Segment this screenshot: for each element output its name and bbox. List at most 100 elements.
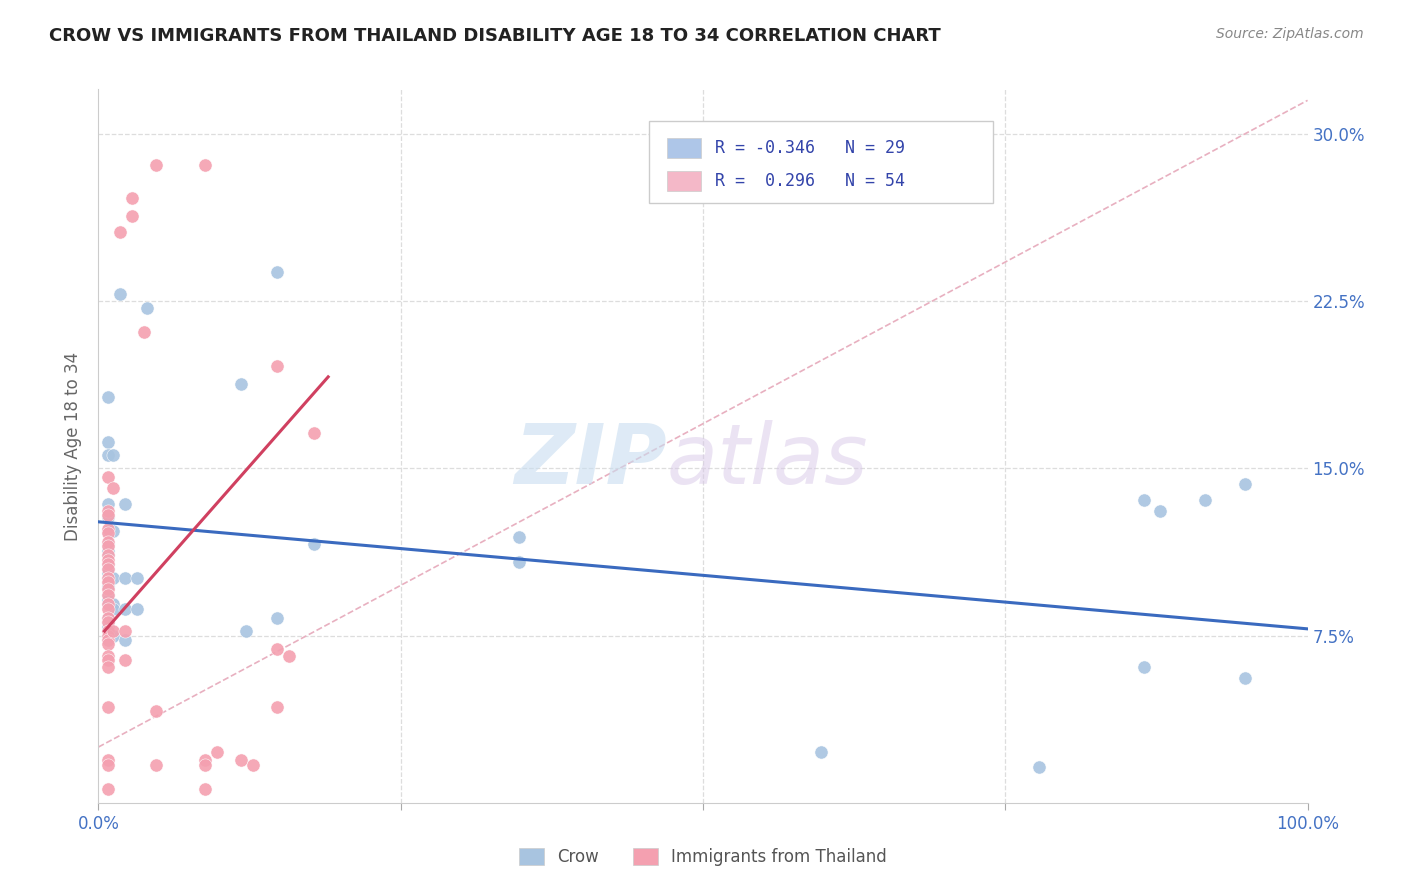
Point — [229, 753, 252, 767]
Text: R = -0.346   N = 29: R = -0.346 N = 29 — [716, 139, 905, 157]
Point — [194, 758, 217, 772]
Point — [145, 758, 167, 772]
Point — [101, 482, 124, 496]
Point — [145, 158, 167, 172]
Point — [97, 434, 120, 449]
Point — [97, 592, 120, 607]
Point — [1233, 476, 1256, 491]
Point — [114, 624, 136, 639]
Point — [97, 470, 120, 484]
Point — [1194, 492, 1216, 507]
Text: R =  0.296   N = 54: R = 0.296 N = 54 — [716, 171, 905, 189]
Point — [97, 633, 120, 648]
Point — [97, 624, 120, 639]
Point — [97, 619, 120, 633]
Point — [114, 653, 136, 667]
FancyBboxPatch shape — [648, 121, 993, 203]
Point — [97, 503, 120, 517]
Point — [810, 744, 832, 758]
Point — [101, 598, 124, 612]
Point — [127, 571, 149, 585]
Point — [97, 615, 120, 630]
Point — [97, 598, 120, 612]
Point — [101, 571, 124, 585]
Point — [1133, 660, 1156, 674]
Text: ZIP: ZIP — [515, 420, 666, 500]
Point — [101, 624, 124, 639]
Point — [266, 610, 288, 624]
Point — [121, 191, 143, 205]
Point — [302, 425, 325, 440]
Text: CROW VS IMMIGRANTS FROM THAILAND DISABILITY AGE 18 TO 34 CORRELATION CHART: CROW VS IMMIGRANTS FROM THAILAND DISABIL… — [49, 27, 941, 45]
Point — [97, 390, 120, 404]
Point — [266, 265, 288, 279]
Point — [97, 615, 120, 630]
Point — [97, 510, 120, 524]
Point — [97, 582, 120, 596]
Point — [97, 699, 120, 714]
Point — [97, 557, 120, 572]
Point — [97, 602, 120, 616]
Point — [135, 301, 157, 315]
Point — [97, 580, 120, 594]
Point — [97, 548, 120, 563]
Point — [97, 448, 120, 462]
Point — [101, 524, 124, 538]
Point — [97, 633, 120, 648]
Point — [97, 571, 120, 585]
Point — [97, 539, 120, 553]
Point — [101, 448, 124, 462]
Point — [229, 376, 252, 391]
Point — [97, 660, 120, 674]
Point — [205, 744, 228, 758]
Point — [114, 602, 136, 616]
Point — [97, 537, 120, 551]
Point — [97, 508, 120, 522]
Point — [97, 648, 120, 663]
Text: atlas: atlas — [666, 420, 869, 500]
Point — [194, 782, 217, 797]
Point — [97, 628, 120, 642]
Point — [1133, 492, 1156, 507]
Point — [101, 602, 124, 616]
Point — [97, 525, 120, 540]
Point — [235, 624, 257, 639]
Text: Source: ZipAtlas.com: Source: ZipAtlas.com — [1216, 27, 1364, 41]
Point — [127, 602, 149, 616]
Point — [97, 562, 120, 576]
Point — [97, 552, 120, 567]
Point — [121, 209, 143, 223]
Point — [114, 633, 136, 648]
Point — [108, 225, 131, 239]
Point — [145, 705, 167, 719]
Point — [266, 359, 288, 373]
Point — [97, 562, 120, 576]
Point — [1233, 671, 1256, 685]
Point — [508, 555, 530, 569]
Bar — [666, 170, 700, 191]
Point — [97, 653, 120, 667]
Point — [97, 574, 120, 589]
Point — [114, 497, 136, 511]
Point — [1028, 760, 1050, 774]
Point — [97, 557, 120, 572]
Point — [97, 571, 120, 585]
Point — [97, 534, 120, 549]
Point — [1149, 503, 1171, 517]
Point — [97, 497, 120, 511]
Point — [97, 753, 120, 767]
Point — [97, 758, 120, 772]
Point — [97, 637, 120, 651]
Point — [242, 758, 264, 772]
Point — [266, 699, 288, 714]
Point — [508, 530, 530, 544]
Point — [278, 648, 301, 663]
Point — [97, 548, 120, 563]
Point — [114, 571, 136, 585]
Point — [97, 628, 120, 642]
Point — [108, 287, 131, 301]
Y-axis label: Disability Age 18 to 34: Disability Age 18 to 34 — [65, 351, 83, 541]
Point — [97, 589, 120, 603]
Bar — [666, 138, 700, 159]
Point — [194, 158, 217, 172]
